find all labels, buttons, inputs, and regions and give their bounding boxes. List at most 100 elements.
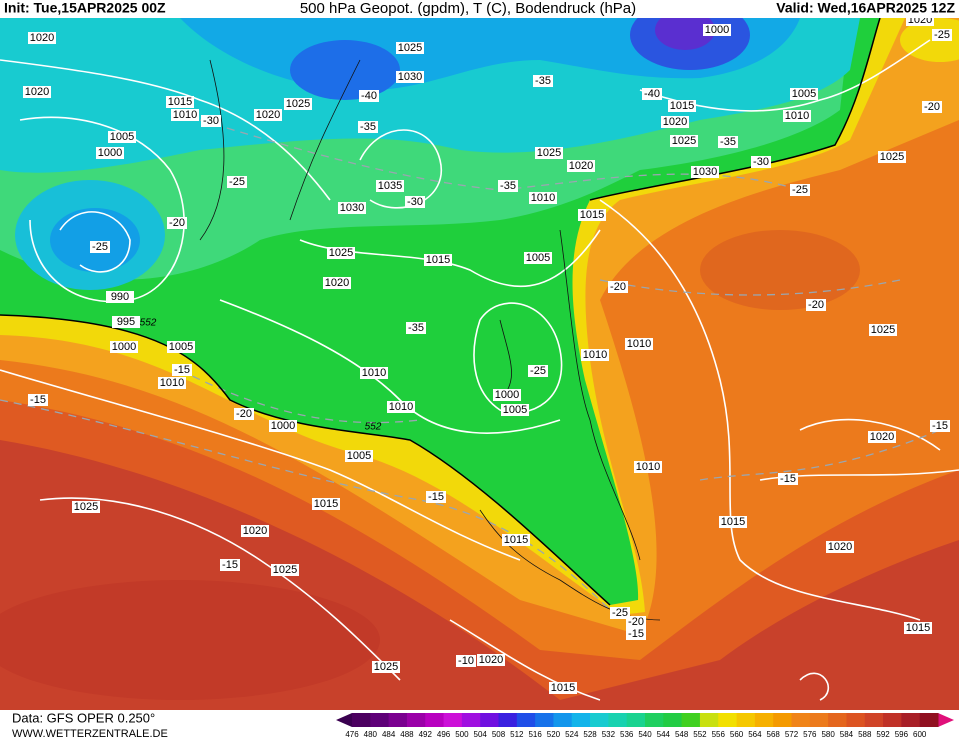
pressure-label-box [703,24,731,36]
temperature-label: -20 [924,101,940,113]
coastline [199,59,661,621]
temperature-label-box [358,121,378,133]
isobar [219,299,561,434]
temperature-label: -25 [530,365,546,377]
valid-time: Valid: Wed,16APR2025 12Z [776,0,955,16]
pressure-label: 1020 [243,525,267,537]
pressure-label: 1015 [168,96,192,108]
pressure-label-box [668,100,696,112]
pressure-label: 1000 [705,24,729,36]
colorbar-label: 544 [657,730,671,739]
temperature-label-box [778,473,798,485]
pressure-label-box [424,254,452,266]
pressure-label: 1010 [160,377,184,389]
colorbar-label: 480 [364,730,378,739]
pressure-label-box [719,516,747,528]
pressure-label-box [110,341,138,353]
temperature-label-box [456,655,476,667]
pressure-label: 1030 [398,71,422,83]
colorbar-label: 504 [474,730,488,739]
pressure-label: 1015 [504,534,528,546]
cold-pool-greenland [290,40,400,100]
colorbar-cell [388,713,408,727]
warm-core-east [700,230,860,310]
temperature-label: -35 [720,136,736,148]
temperature-label: -20 [808,299,824,311]
temperature-label: -35 [500,180,516,192]
colorbar-cell [516,713,536,727]
geopotential-label: 552 [365,422,382,433]
pressure-label-box [661,116,689,128]
pressure-label-box [634,461,662,473]
colorbar-cell [370,713,390,727]
pressure-label-box [826,541,854,553]
low-north-inner [655,18,715,50]
colorbar-label: 556 [712,730,726,739]
pressure-label-box [549,682,577,694]
pressure-label-box [372,661,400,673]
colorbar-cell [461,713,481,727]
pressure-label-box [869,324,897,336]
pressure-label-box [691,166,719,178]
colorbar-label: 536 [620,730,634,739]
pressure-label-box [906,18,934,26]
temperature-label-box [90,241,110,253]
colorbar-cell [809,713,829,727]
pressure-label: 1010 [531,192,555,204]
pressure-label: 1010 [636,461,660,473]
pressure-label: 1000 [495,389,519,401]
colorbar-cell [828,713,847,727]
pressure-label: 1000 [98,147,122,159]
temperature-label-box [790,184,810,196]
pressure-label: 1025 [74,501,98,513]
colorbar-label: 552 [693,730,707,739]
pressure-label: 1025 [273,564,297,576]
temperature-label: -25 [229,176,245,188]
colorbar-cell [754,713,774,727]
temperature-label: -25 [792,184,808,196]
pressure-label-box [271,564,299,576]
colorbar-label: 564 [748,730,762,739]
isotherm [599,279,941,481]
website: WWW.WETTERZENTRALE.DE [12,728,168,740]
colorbar-label: 584 [840,730,854,739]
pressure-label: 1015 [314,498,338,510]
pressure-label: 1020 [479,654,503,666]
pressure-label: 1005 [169,341,193,353]
isobar [59,211,131,273]
colorbar-cell [846,713,866,727]
pressure-label-box [338,202,366,214]
colorbar-label: 572 [785,730,799,739]
colorbar-cell [864,713,884,727]
isobar [39,497,401,681]
pressure-label: 1000 [112,341,136,353]
colorbar-cell [443,713,463,727]
temperature-label-box [227,176,247,188]
temperature-label: -35 [535,75,551,87]
isobar [0,59,331,201]
temperature-label-box [405,196,425,208]
pressure-label-box [783,110,811,122]
colorbar-cell [736,713,756,727]
colorbar-arrow-left [336,713,352,727]
pressure-label: 1015 [551,682,575,694]
pressure-label-box [625,338,653,350]
pressure-label: 1020 [325,277,349,289]
pressure-label-box [23,86,51,98]
colorbar-cell [571,713,591,727]
temperature-label: -15 [780,473,796,485]
pressure-label: 990 [111,291,129,303]
temperature-label: -20 [628,616,644,628]
isobar [599,199,921,621]
colorbar-cell [406,713,426,727]
pressure-label-box [269,420,297,432]
colorbar-label: 548 [675,730,689,739]
temperature-label-box [626,628,646,640]
pressure-label-box [501,404,529,416]
temperature-label-box [220,559,240,571]
colorbar-label: 560 [730,730,744,739]
temperature-label-box [626,616,646,628]
pressure-label-box [241,525,269,537]
pressure-label-box [284,98,312,110]
